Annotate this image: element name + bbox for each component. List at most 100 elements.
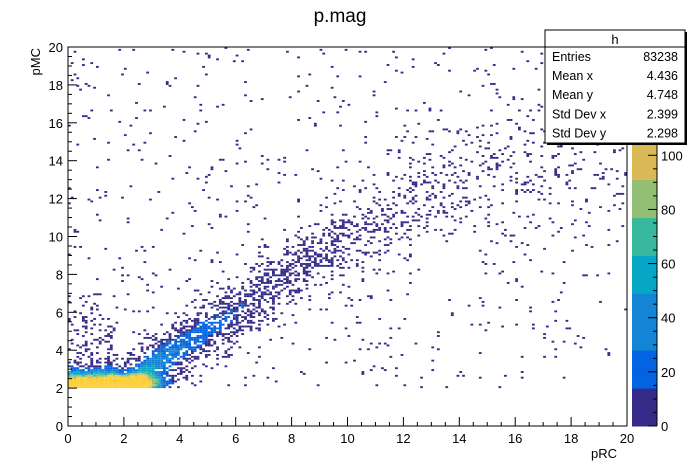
heatmap-cell [104, 191, 108, 193]
heatmap-cell [341, 221, 345, 224]
heatmap-cell [90, 371, 94, 373]
heatmap-cell [386, 173, 390, 176]
heatmap-cell [143, 365, 147, 368]
heatmap-cell [95, 369, 99, 372]
heatmap-cell [280, 274, 284, 277]
heatmap-cell [260, 297, 264, 300]
heatmap-cell [436, 209, 440, 212]
heatmap-cell [241, 333, 245, 336]
heatmap-cell [277, 283, 281, 286]
heatmap-cell [98, 336, 102, 339]
heatmap-cell [218, 302, 222, 305]
heatmap-cell [160, 340, 164, 343]
heatmap-cell [204, 175, 208, 178]
heatmap-cell [193, 348, 197, 351]
color-scale-band [632, 236, 657, 256]
heatmap-cell [115, 372, 119, 375]
heatmap-cell [190, 382, 194, 385]
heatmap-cell [129, 369, 133, 372]
heatmap-cell [579, 168, 583, 171]
heatmap-cell [149, 386, 152, 389]
heatmap-cell [400, 236, 404, 239]
heatmap-cell [171, 350, 175, 353]
heatmap-cell [95, 293, 99, 296]
heatmap-cell [204, 336, 208, 339]
heatmap-cell [571, 204, 574, 207]
heatmap-cell [68, 378, 71, 381]
heatmap-cell [241, 319, 245, 322]
heatmap-cell [286, 50, 289, 53]
heatmap-cell [135, 380, 138, 383]
heatmap-cell [375, 384, 379, 387]
heatmap-cell [464, 187, 468, 190]
heatmap-cell [188, 257, 191, 260]
heatmap-cell [302, 270, 306, 273]
heatmap-cell [361, 372, 365, 375]
heatmap-cell [143, 336, 147, 339]
heatmap-cell [79, 372, 82, 375]
heatmap-cell [221, 310, 225, 313]
heatmap-cell [87, 380, 91, 383]
heatmap-cell [283, 278, 287, 281]
heatmap-cell [501, 183, 505, 186]
heatmap-cell [76, 376, 80, 379]
heatmap-cell [375, 111, 379, 114]
heatmap-cell [397, 194, 401, 197]
heatmap-cell [523, 253, 527, 256]
heatmap-cell [414, 211, 418, 214]
heatmap-cell [149, 374, 152, 377]
heatmap-cell [280, 270, 284, 273]
heatmap-cell [272, 287, 275, 290]
heatmap-cell [448, 164, 451, 167]
heatmap-cell [224, 215, 228, 218]
heatmap-cell [372, 94, 376, 97]
heatmap-cell [218, 323, 222, 326]
heatmap-cell [109, 348, 113, 351]
heatmap-cell [179, 335, 183, 337]
heatmap-cell [364, 50, 368, 53]
heatmap-cell [534, 67, 538, 70]
heatmap-cell [160, 355, 164, 358]
heatmap-cell [579, 208, 583, 210]
heatmap-cell [330, 274, 334, 277]
heatmap-cell [177, 350, 180, 353]
heatmap-cell [333, 225, 337, 228]
heatmap-cell [531, 183, 535, 186]
heatmap-cell [244, 317, 247, 320]
heatmap-cell [104, 329, 108, 332]
heatmap-cell [235, 209, 239, 212]
heatmap-cell [101, 338, 105, 341]
heatmap-cell [526, 115, 530, 118]
heatmap-cell [146, 378, 150, 381]
heatmap-cell [135, 249, 138, 252]
heatmap-cell [339, 232, 342, 235]
heatmap-cell [193, 342, 197, 345]
heatmap-cell [107, 359, 110, 362]
heatmap-cell [179, 369, 183, 372]
heatmap-cell [319, 264, 323, 267]
heatmap-cell [537, 109, 541, 112]
heatmap-cell [353, 200, 356, 203]
heatmap-cell [216, 348, 219, 351]
heatmap-cell [112, 367, 116, 370]
heatmap-cell [115, 367, 119, 370]
heatmap-cell [341, 232, 345, 235]
heatmap-cell [216, 198, 219, 201]
heatmap-cell [582, 274, 586, 277]
heatmap-cell [95, 304, 99, 307]
heatmap-cell [537, 175, 541, 178]
heatmap-cell [123, 67, 127, 70]
heatmap-cell [154, 274, 158, 277]
heatmap-cell [160, 367, 164, 370]
heatmap-cell [428, 130, 432, 133]
heatmap-cells [68, 47, 627, 389]
heatmap-cell [355, 230, 359, 233]
heatmap-cell [132, 369, 136, 372]
heatmap-cell [529, 310, 532, 313]
heatmap-cell [193, 317, 197, 320]
heatmap-cell [68, 348, 71, 351]
heatmap-cell [168, 365, 172, 368]
heatmap-cell [518, 126, 521, 129]
heatmap-cell [263, 272, 267, 275]
heatmap-cell [308, 255, 312, 258]
